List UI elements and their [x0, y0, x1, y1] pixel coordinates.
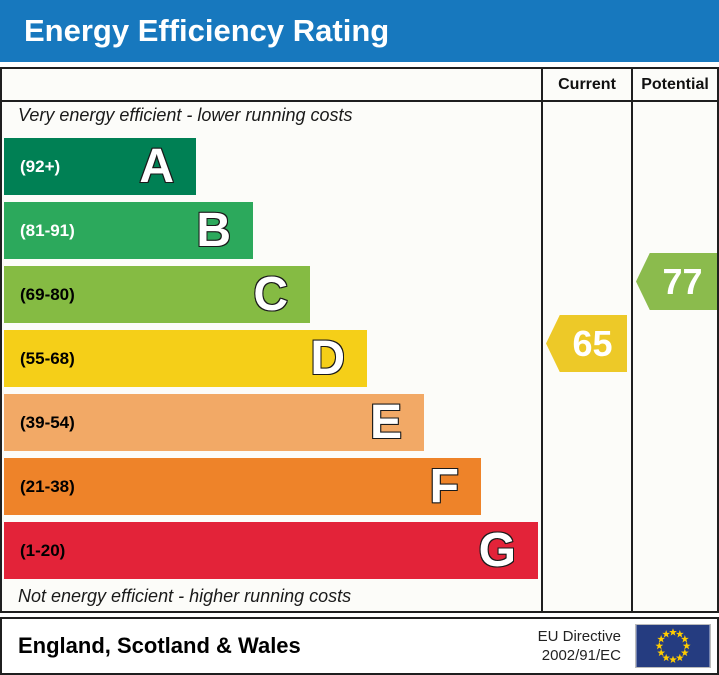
footer-bar: England, Scotland & Wales EU Directive 2…	[0, 617, 719, 675]
page-title: Energy Efficiency Rating	[24, 13, 390, 48]
band-e: (39-54) E	[4, 394, 424, 451]
band-range-label: (1-20)	[20, 540, 66, 560]
band-letter: C	[252, 267, 289, 321]
band-d: (55-68) D	[4, 330, 367, 387]
eu-directive-text: EU Directive 2002/91/EC	[538, 627, 621, 665]
eu-directive-line2: 2002/91/EC	[541, 647, 621, 664]
current-column-divider	[541, 69, 543, 611]
band-range-label: (92+)	[20, 156, 61, 176]
band-range-label: (55-68)	[20, 348, 75, 368]
band-g: (1-20) G	[4, 522, 538, 579]
band-letter: D	[309, 331, 346, 385]
eu-flag-icon	[635, 624, 711, 668]
eu-directive-line1: EU Directive	[537, 628, 621, 645]
potential-column-divider	[631, 69, 633, 611]
band-letter: B	[195, 203, 232, 257]
bottom-note: Not energy efficient - higher running co…	[18, 586, 352, 606]
current-rating-value: 65	[572, 322, 613, 364]
potential-rating-marker: 77	[636, 253, 717, 310]
rating-table: Current Potential Very energy efficient …	[0, 67, 719, 613]
band-letter: F	[429, 459, 460, 513]
band-a: (92+) A	[4, 138, 196, 195]
band-letter: G	[478, 523, 517, 577]
title-bar: Energy Efficiency Rating	[0, 0, 719, 62]
band-b: (81-91) B	[4, 202, 253, 259]
band-f: (21-38) F	[4, 458, 481, 515]
potential-rating-value: 77	[662, 260, 703, 302]
band-range-label: (39-54)	[20, 412, 75, 432]
band-letter: E	[369, 395, 403, 449]
header-row-divider	[2, 100, 717, 102]
top-note: Very energy efficient - lower running co…	[18, 105, 353, 125]
column-header-current: Current	[558, 76, 616, 93]
band-range-label: (21-38)	[20, 476, 75, 496]
region-label: England, Scotland & Wales	[18, 633, 301, 658]
band-range-label: (81-91)	[20, 220, 75, 240]
band-range-label: (69-80)	[20, 284, 75, 304]
band-letter: A	[138, 139, 175, 193]
current-rating-marker: 65	[546, 315, 627, 372]
column-header-potential: Potential	[641, 76, 709, 93]
band-c: (69-80) C	[4, 266, 310, 323]
